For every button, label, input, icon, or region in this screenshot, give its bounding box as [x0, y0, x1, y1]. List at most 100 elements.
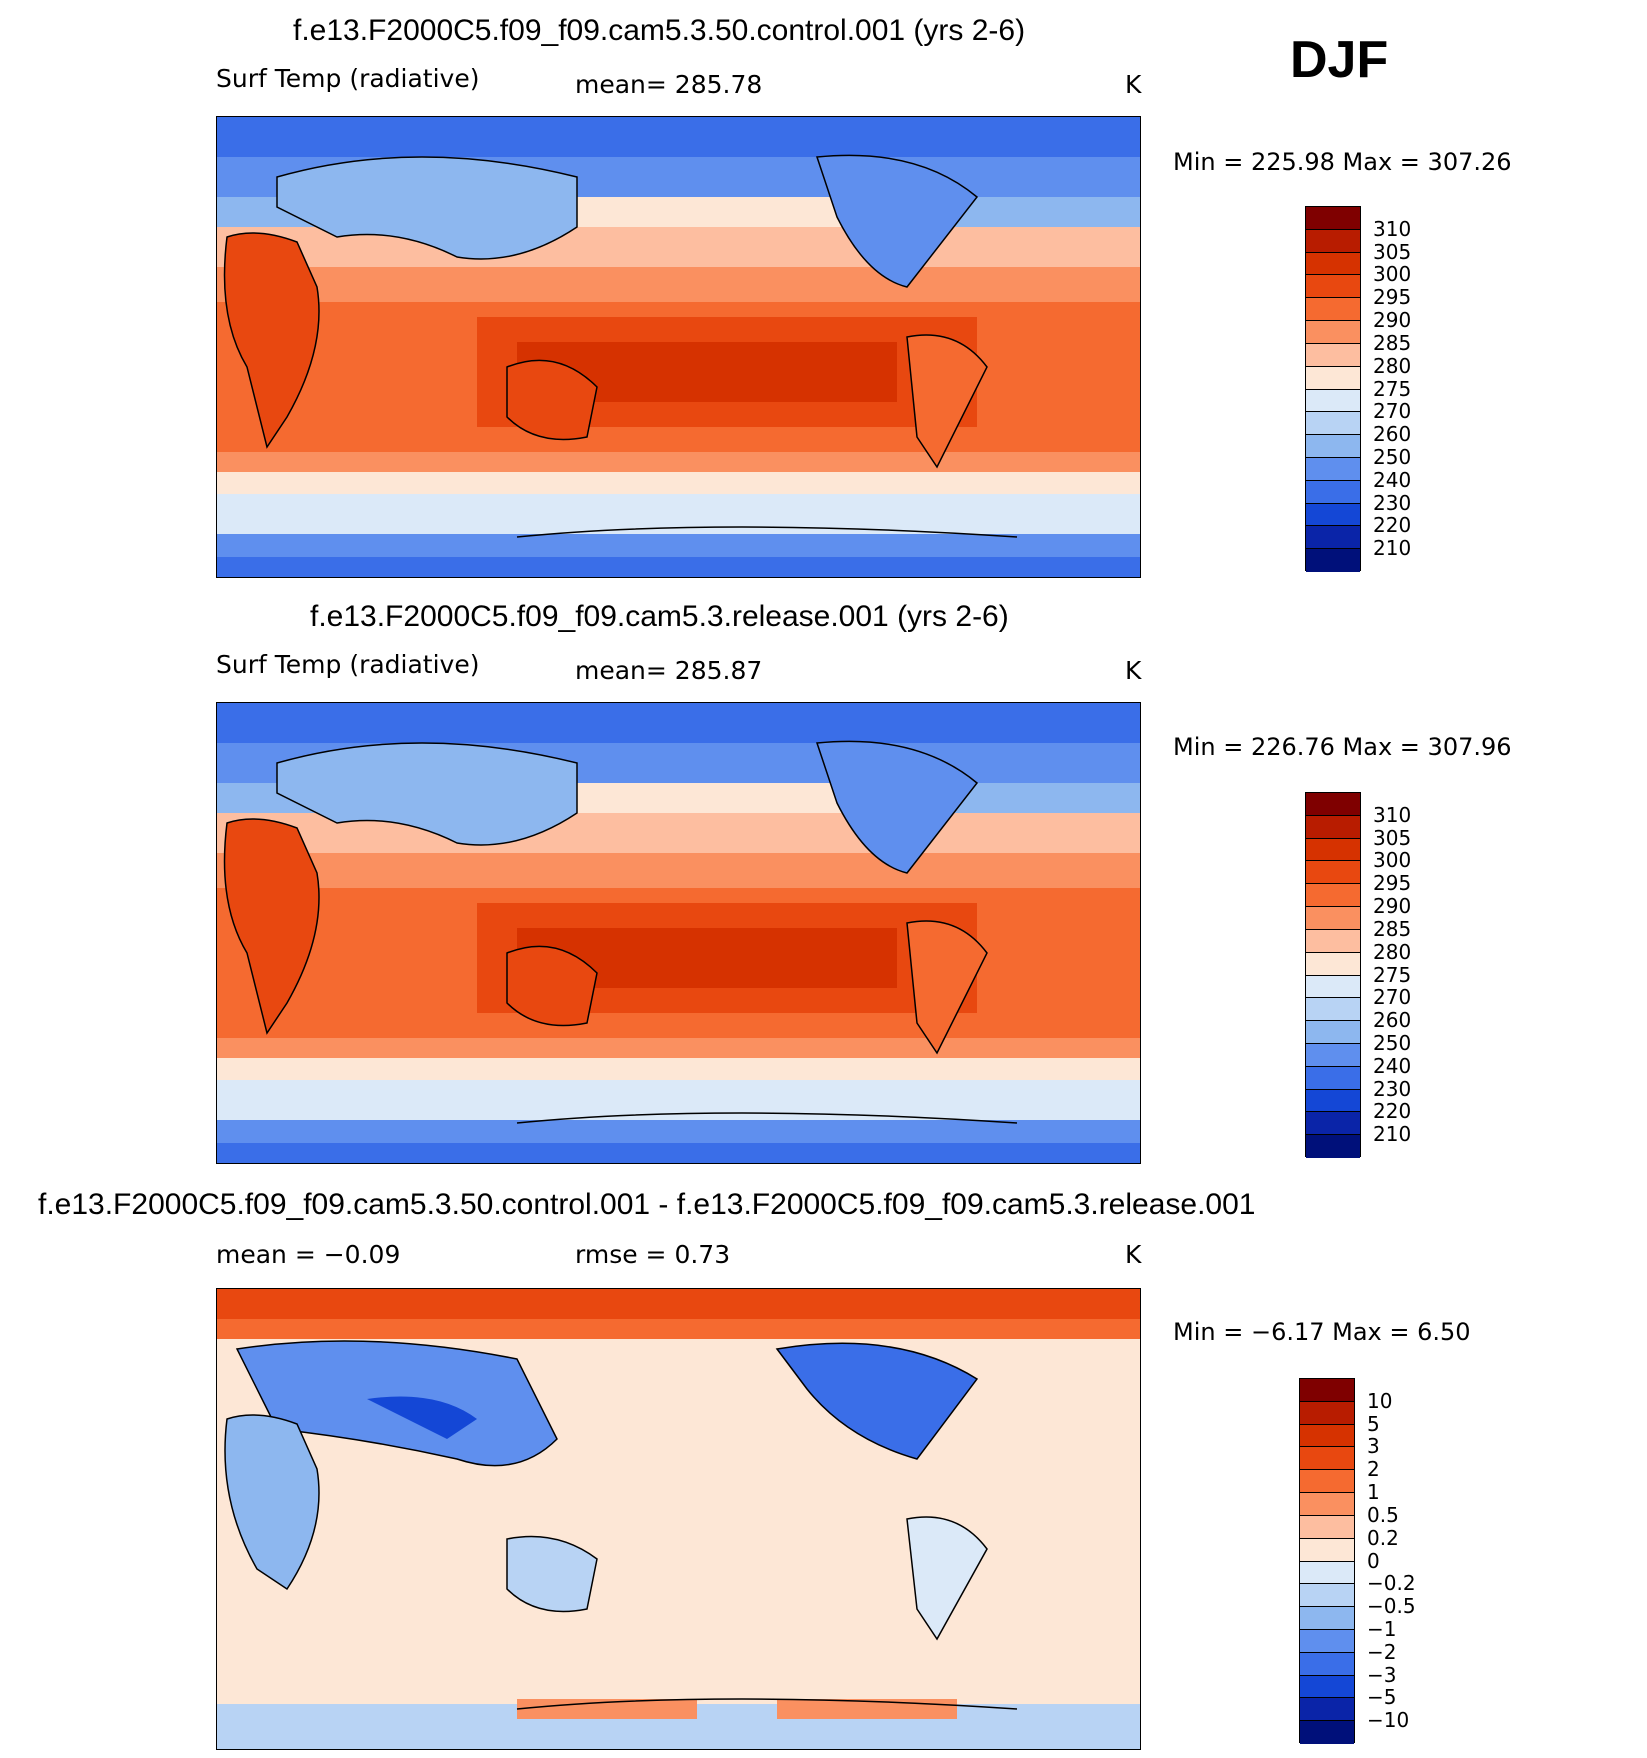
colorbar-tick-label: 0.2 — [1367, 1525, 1399, 1550]
colorbar-swatch — [1300, 1424, 1354, 1448]
colorbar-tick-label: −1 — [1367, 1616, 1397, 1641]
panel-2-map-graphic — [217, 703, 1140, 1163]
colorbar-swatch — [1300, 1470, 1354, 1494]
panel-2-variable: Surf Temp (radiative) — [216, 650, 480, 679]
colorbar-swatch — [1306, 389, 1360, 413]
colorbar-swatch — [1300, 1629, 1354, 1653]
colorbar-swatch — [1306, 1112, 1360, 1136]
colorbar-swatch — [1306, 975, 1360, 999]
panel-2-minmax: Min = 226.76 Max = 307.96 — [1173, 733, 1512, 761]
colorbar-tick-label: −2 — [1367, 1639, 1397, 1664]
colorbar-tick-label: 280 — [1373, 353, 1412, 378]
panel-2-colorbar-box — [1305, 792, 1361, 1158]
colorbar-tick-label: 305 — [1373, 825, 1412, 850]
colorbar-swatch — [1306, 207, 1360, 230]
colorbar-swatch — [1306, 952, 1360, 976]
colorbar-swatch — [1306, 793, 1360, 816]
colorbar-swatch — [1306, 549, 1360, 572]
colorbar-swatch — [1306, 1021, 1360, 1044]
panel-2-units: K — [1125, 656, 1142, 685]
colorbar-tick-label: 0.5 — [1367, 1502, 1399, 1527]
colorbar-tick-label: 1 — [1367, 1480, 1380, 1505]
colorbar-swatch — [1306, 435, 1360, 458]
colorbar-swatch — [1300, 1652, 1354, 1676]
panel-2-mean: mean= 285.87 — [575, 656, 763, 685]
colorbar-swatch — [1300, 1493, 1354, 1516]
panel-2-title: f.e13.F2000C5.f09_f09.cam5.3.release.001… — [310, 600, 1009, 633]
panel-1-units: K — [1125, 70, 1142, 99]
colorbar-swatch — [1306, 1089, 1360, 1113]
panel-3-map-graphic — [217, 1289, 1140, 1749]
colorbar-swatch — [1306, 838, 1360, 862]
colorbar-tick-label: 10 — [1367, 1388, 1393, 1413]
colorbar-swatch — [1306, 815, 1360, 839]
colorbar-swatch — [1300, 1401, 1354, 1425]
colorbar-swatch — [1300, 1698, 1354, 1722]
colorbar-swatch — [1300, 1538, 1354, 1562]
colorbar-tick-label: 270 — [1373, 399, 1412, 424]
panel-1-variable: Surf Temp (radiative) — [216, 64, 480, 93]
colorbar-tick-label: 5 — [1367, 1411, 1380, 1436]
panel-3-map — [216, 1288, 1141, 1750]
colorbar-swatch — [1306, 252, 1360, 276]
colorbar-tick-label: −10 — [1367, 1708, 1410, 1733]
panel-3-mean: mean = −0.09 — [216, 1240, 401, 1269]
panel-1-colorbar-box — [1305, 206, 1361, 572]
colorbar-swatch — [1306, 229, 1360, 253]
colorbar-tick-label: −0.5 — [1367, 1594, 1416, 1619]
panel-1-map — [216, 116, 1141, 578]
colorbar-swatch — [1306, 998, 1360, 1022]
colorbar-swatch — [1306, 929, 1360, 953]
colorbar-tick-label: 230 — [1373, 1076, 1412, 1101]
colorbar-swatch — [1306, 503, 1360, 527]
colorbar-tick-label: 310 — [1373, 216, 1412, 241]
colorbar-tick-label: 220 — [1373, 1099, 1412, 1124]
colorbar-swatch — [1300, 1379, 1354, 1402]
colorbar-swatch — [1306, 907, 1360, 930]
colorbar-swatch — [1306, 884, 1360, 908]
colorbar-swatch — [1306, 298, 1360, 322]
colorbar-tick-label: 220 — [1373, 513, 1412, 538]
colorbar-tick-label: −0.2 — [1367, 1571, 1416, 1596]
colorbar-swatch — [1300, 1607, 1354, 1630]
colorbar-tick-label: 0 — [1367, 1548, 1380, 1573]
colorbar-swatch — [1306, 1043, 1360, 1067]
panel-2-map — [216, 702, 1141, 1164]
colorbar-tick-label: 290 — [1373, 308, 1412, 333]
colorbar-tick-label: 270 — [1373, 985, 1412, 1010]
panel-1-title: f.e13.F2000C5.f09_f09.cam5.3.50.control.… — [293, 14, 1026, 47]
colorbar-swatch — [1306, 526, 1360, 550]
colorbar-swatch — [1306, 1066, 1360, 1090]
colorbar-tick-label: −5 — [1367, 1685, 1397, 1710]
colorbar-tick-label: 250 — [1373, 444, 1412, 469]
panel-3-units: K — [1125, 1240, 1142, 1269]
colorbar-tick-label: 290 — [1373, 894, 1412, 919]
colorbar-swatch — [1300, 1515, 1354, 1539]
colorbar-tick-label: 210 — [1373, 536, 1412, 561]
colorbar-swatch — [1306, 275, 1360, 299]
colorbar-tick-label: 310 — [1373, 802, 1412, 827]
panel-1-mean: mean= 285.78 — [575, 70, 763, 99]
colorbar-swatch — [1300, 1584, 1354, 1608]
colorbar-tick-label: 240 — [1373, 467, 1412, 492]
panel-3-colorbar-box — [1299, 1378, 1355, 1744]
season-label: DJF — [1290, 31, 1389, 89]
colorbar-swatch — [1306, 343, 1360, 367]
panel-1-minmax: Min = 225.98 Max = 307.26 — [1173, 148, 1512, 176]
colorbar-tick-label: 275 — [1373, 376, 1412, 401]
panel-1-map-graphic — [217, 117, 1140, 577]
colorbar-tick-label: 210 — [1373, 1122, 1412, 1147]
colorbar-tick-label: 260 — [1373, 422, 1412, 447]
colorbar-tick-label: 260 — [1373, 1008, 1412, 1033]
colorbar-swatch — [1306, 861, 1360, 885]
colorbar-swatch — [1300, 1675, 1354, 1699]
colorbar-swatch — [1306, 412, 1360, 436]
colorbar-tick-label: 230 — [1373, 490, 1412, 515]
colorbar-tick-label: 300 — [1373, 262, 1412, 287]
panel-3-rmse: rmse = 0.73 — [575, 1240, 731, 1269]
colorbar-swatch — [1306, 321, 1360, 344]
colorbar-tick-label: −3 — [1367, 1662, 1397, 1687]
colorbar-tick-label: 2 — [1367, 1457, 1380, 1482]
panel-3-minmax: Min = −6.17 Max = 6.50 — [1173, 1318, 1471, 1346]
colorbar-tick-label: 285 — [1373, 330, 1412, 355]
